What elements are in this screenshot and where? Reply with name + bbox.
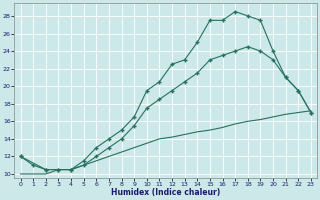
X-axis label: Humidex (Indice chaleur): Humidex (Indice chaleur) xyxy=(111,188,220,197)
